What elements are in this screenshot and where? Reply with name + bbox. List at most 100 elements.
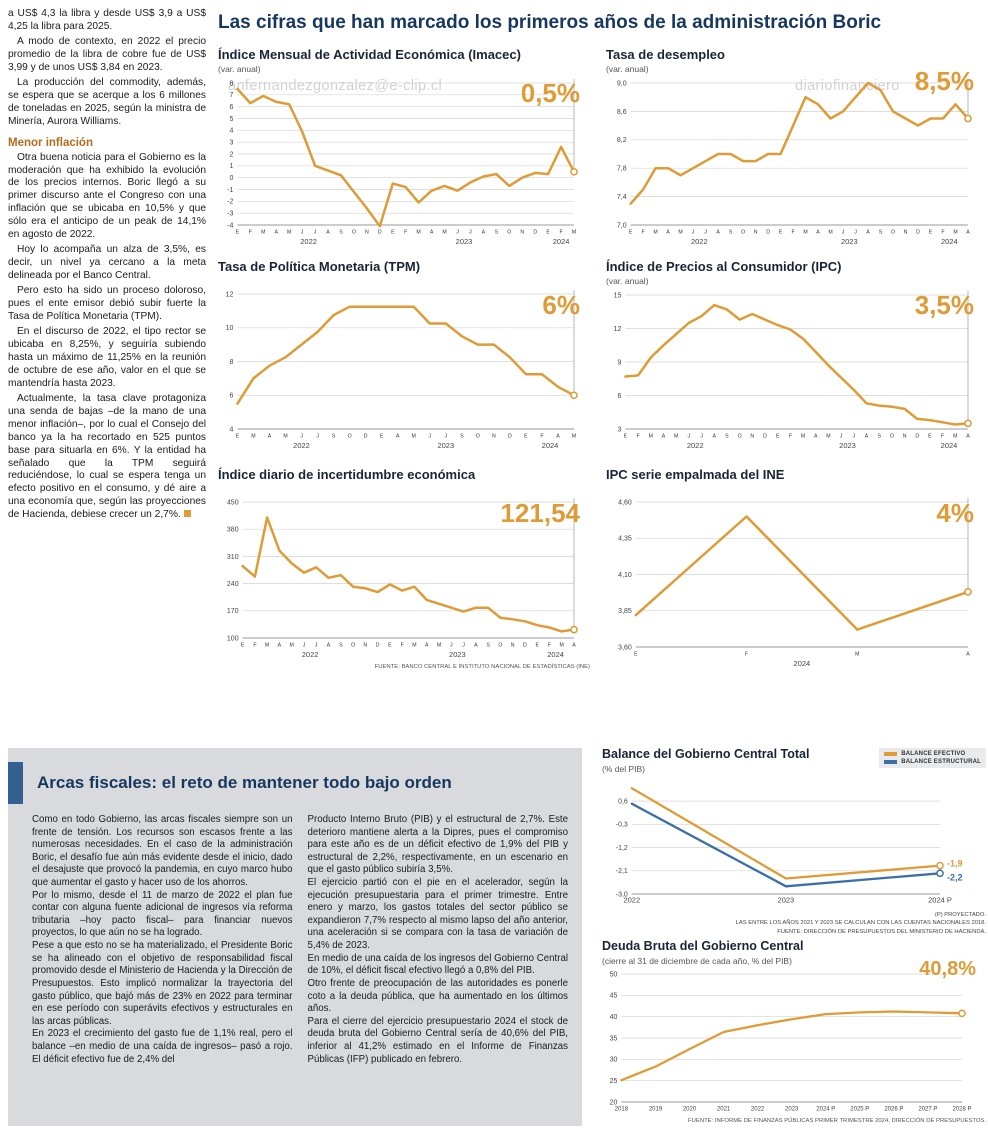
svg-text:7,4: 7,4 bbox=[617, 194, 627, 201]
paragraph: El ejercicio partió con el pie en el ace… bbox=[307, 877, 569, 952]
svg-text:M: M bbox=[653, 230, 657, 236]
svg-text:J: J bbox=[462, 643, 465, 649]
chart-card-ipc: Índice de Precios al Consumidor (IPC) (v… bbox=[606, 259, 984, 454]
chart-title: Índice de Precios al Consumidor (IPC) bbox=[606, 259, 842, 274]
svg-text:2024: 2024 bbox=[553, 237, 570, 246]
svg-text:2022: 2022 bbox=[751, 1107, 765, 1113]
svg-text:O: O bbox=[507, 230, 511, 236]
paragraph: Producto Interno Bruto (PIB) y el estruc… bbox=[307, 814, 569, 876]
svg-text:A: A bbox=[425, 643, 429, 649]
svg-text:2024: 2024 bbox=[941, 237, 958, 246]
paragraph: En el discurso de 2022, el tipo rector s… bbox=[8, 325, 206, 389]
svg-text:M: M bbox=[572, 230, 576, 236]
svg-text:A: A bbox=[474, 643, 478, 649]
svg-text:25: 25 bbox=[610, 1079, 618, 1086]
chart-notes: (P) PROYECTADO. LAS ENTRE LOS AÑOS 2021 … bbox=[735, 911, 986, 935]
svg-text:450: 450 bbox=[227, 500, 239, 507]
svg-text:S: S bbox=[339, 643, 343, 649]
svg-text:2027 P: 2027 P bbox=[918, 1107, 937, 1113]
svg-text:A: A bbox=[396, 434, 400, 440]
page-title: Las cifras que han marcado los primeros … bbox=[218, 12, 882, 33]
svg-text:2023: 2023 bbox=[456, 237, 473, 246]
paragraph: A modo de contexto, en 2022 el precio pr… bbox=[8, 35, 206, 73]
svg-text:M: M bbox=[290, 643, 294, 649]
svg-text:D: D bbox=[915, 434, 919, 440]
svg-text:A: A bbox=[966, 652, 970, 658]
svg-text:8: 8 bbox=[229, 80, 233, 87]
svg-text:2024: 2024 bbox=[547, 650, 564, 659]
svg-text:S: S bbox=[486, 643, 490, 649]
svg-text:S: S bbox=[877, 434, 881, 440]
svg-text:M: M bbox=[412, 434, 416, 440]
svg-text:2022: 2022 bbox=[691, 237, 708, 246]
svg-text:2022: 2022 bbox=[687, 441, 704, 450]
fiscal-column-1: Como en todo Gobierno, las arcas fiscale… bbox=[32, 814, 293, 1066]
svg-text:D: D bbox=[364, 434, 368, 440]
svg-text:2021: 2021 bbox=[717, 1107, 731, 1113]
svg-text:2024: 2024 bbox=[542, 441, 559, 450]
svg-text:N: N bbox=[754, 230, 758, 236]
svg-text:45: 45 bbox=[610, 993, 618, 1000]
headline-accent-bar bbox=[8, 762, 23, 804]
svg-text:M: M bbox=[953, 434, 957, 440]
svg-text:A: A bbox=[278, 643, 282, 649]
svg-text:-3,0: -3,0 bbox=[616, 891, 628, 898]
svg-text:M: M bbox=[416, 230, 420, 236]
chart-source: FUENTE: INFORME DE FINANZAS PÚBLICAS PRI… bbox=[688, 1118, 986, 1124]
svg-text:3,60: 3,60 bbox=[618, 645, 632, 652]
paragraph: La producción del commodity, además, se … bbox=[8, 76, 206, 127]
svg-text:10: 10 bbox=[226, 325, 234, 332]
svg-text:N: N bbox=[904, 230, 908, 236]
legend-label: BALANCE ESTRUCTURAL bbox=[901, 759, 981, 765]
svg-text:J: J bbox=[300, 434, 303, 440]
svg-text:M: M bbox=[855, 652, 859, 658]
svg-text:8: 8 bbox=[229, 359, 233, 366]
chart-subtitle: (cierre al 31 de diciembre de cada año, … bbox=[602, 955, 792, 966]
svg-text:J: J bbox=[854, 230, 857, 236]
svg-text:15: 15 bbox=[614, 292, 622, 299]
svg-text:2022: 2022 bbox=[300, 237, 317, 246]
fiscal-column-2: Producto Interno Bruto (PIB) y el estruc… bbox=[308, 814, 569, 1066]
svg-text:E: E bbox=[779, 230, 783, 236]
svg-text:4: 4 bbox=[229, 427, 233, 434]
svg-text:240: 240 bbox=[227, 581, 239, 588]
svg-text:J: J bbox=[303, 643, 306, 649]
svg-text:-2: -2 bbox=[227, 199, 233, 206]
svg-text:2024 P: 2024 P bbox=[816, 1107, 835, 1113]
svg-text:100: 100 bbox=[227, 636, 239, 643]
left-article-column: a US$ 4,3 la libra y desde US$ 3,9 a US$… bbox=[8, 8, 206, 524]
svg-text:N: N bbox=[750, 434, 754, 440]
svg-text:J: J bbox=[842, 230, 845, 236]
svg-text:N: N bbox=[365, 230, 369, 236]
svg-text:2025 P: 2025 P bbox=[850, 1107, 869, 1113]
chart-title: Deuda Bruta del Gobierno Central bbox=[602, 939, 804, 953]
chart-card-deuda: Deuda Bruta del Gobierno Central (cierre… bbox=[602, 939, 986, 1126]
svg-text:E: E bbox=[236, 434, 240, 440]
svg-text:6: 6 bbox=[617, 393, 621, 400]
chart-title: Índice diario de incertidumbre económica bbox=[218, 467, 476, 482]
svg-text:A: A bbox=[816, 230, 820, 236]
svg-text:380: 380 bbox=[227, 527, 239, 534]
paragraph: Para el cierre del ejercicio presupuesta… bbox=[307, 1015, 569, 1065]
svg-text:7: 7 bbox=[229, 92, 233, 99]
paragraph: Por lo mismo, desde el 11 de marzo de 20… bbox=[32, 889, 293, 939]
svg-text:O: O bbox=[890, 434, 894, 440]
svg-text:-3: -3 bbox=[227, 211, 233, 218]
svg-text:J: J bbox=[456, 230, 459, 236]
svg-text:E: E bbox=[634, 652, 638, 658]
svg-text:50: 50 bbox=[610, 972, 618, 979]
svg-text:A: A bbox=[666, 230, 670, 236]
svg-text:J: J bbox=[301, 230, 304, 236]
article-end-marker-icon bbox=[183, 510, 191, 518]
svg-text:A: A bbox=[327, 643, 331, 649]
svg-text:A: A bbox=[966, 434, 970, 440]
chart-title: Índice Mensual de Actividad Económica (I… bbox=[218, 47, 521, 62]
chart-subtitle bbox=[218, 276, 590, 285]
svg-text:F: F bbox=[941, 230, 944, 236]
svg-text:M: M bbox=[437, 643, 441, 649]
paragraph: Otra buena noticia para el Gobierno es l… bbox=[8, 151, 206, 241]
svg-text:12: 12 bbox=[226, 292, 234, 299]
paragraph: Pese a que esto no se ha materializado, … bbox=[32, 940, 293, 1027]
legend-item-estructural: BALANCE ESTRUCTURAL bbox=[884, 759, 981, 765]
svg-text:J: J bbox=[428, 434, 431, 440]
